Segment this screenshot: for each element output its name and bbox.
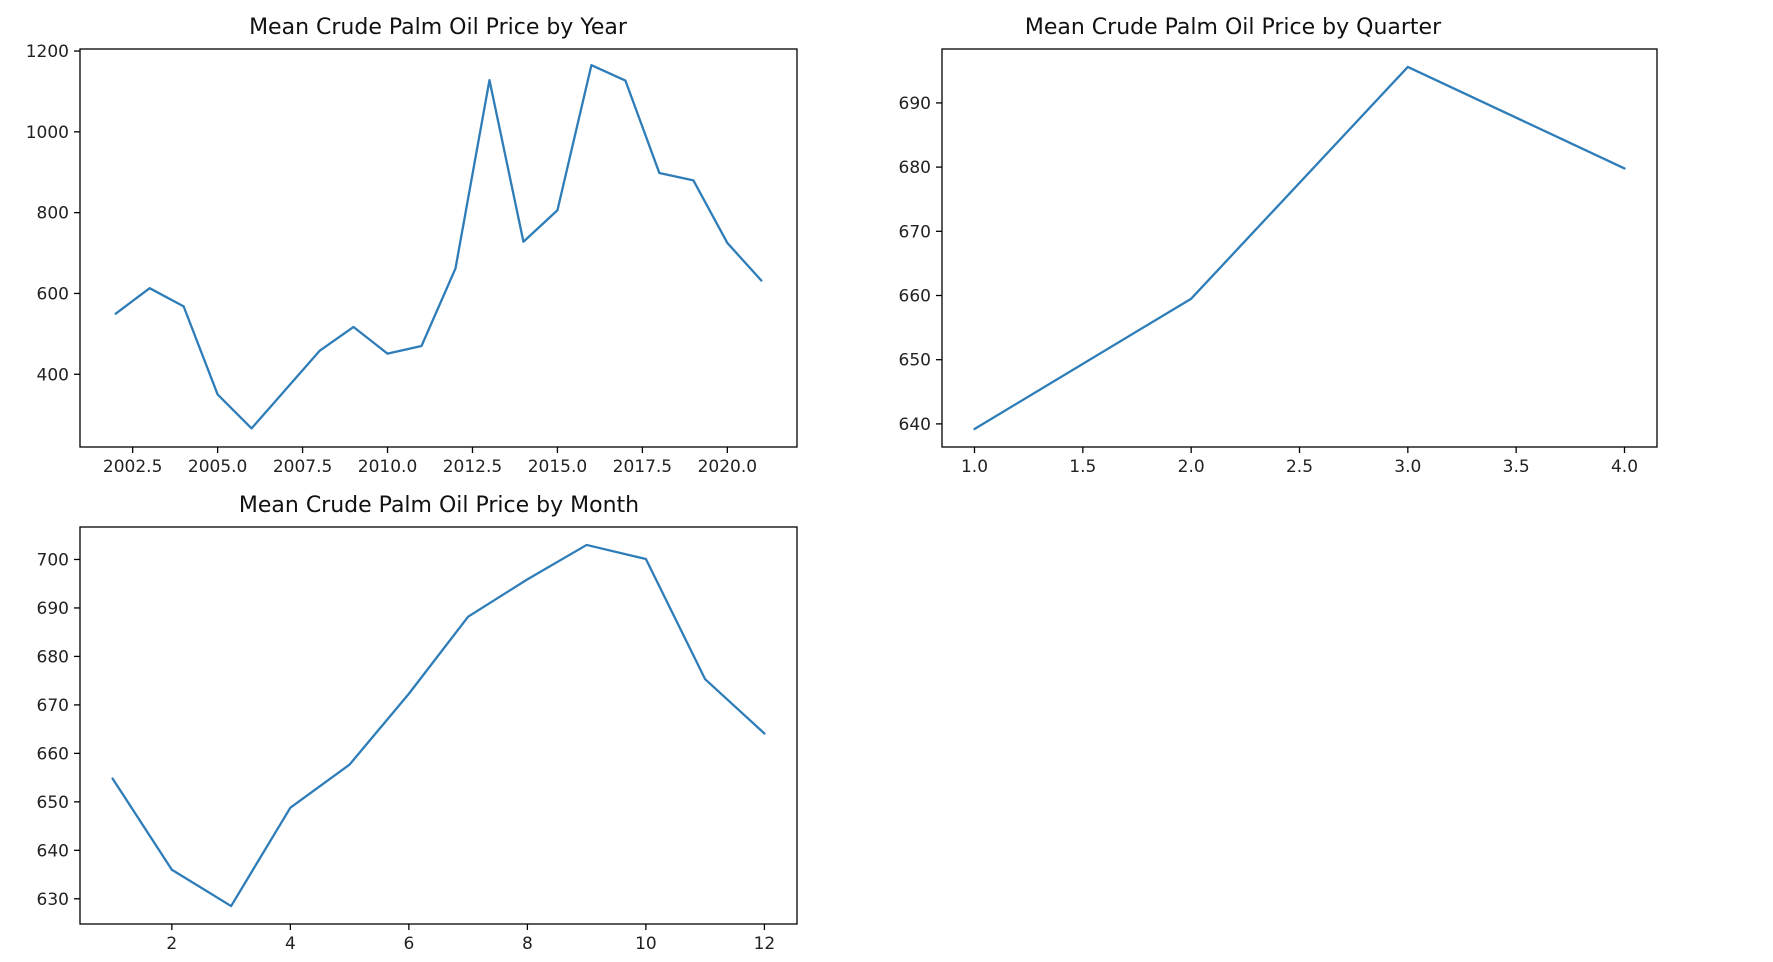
month-x-tick-label: 4	[285, 934, 296, 954]
quarter-y-tick-label: 680	[899, 158, 931, 178]
month-y-tick-label: 640	[37, 841, 69, 861]
year-x-tick-label: 2007.5	[273, 457, 332, 477]
month-y-tick-label: 680	[37, 647, 69, 667]
year-y-tick-label: 400	[37, 365, 69, 385]
year-chart-panel: Mean Crude Palm Oil Price by Year 2002.5…	[26, 15, 798, 477]
year-series-line	[114, 64, 763, 430]
year-chart-title: Mean Crude Palm Oil Price by Year	[249, 15, 628, 40]
year-x-tick-label: 2017.5	[613, 457, 672, 477]
quarter-x-tick-label: 3.5	[1503, 457, 1530, 477]
quarter-y-tick-label: 640	[899, 415, 931, 435]
month-x-tick-label: 10	[635, 934, 657, 954]
year-y-tick-label: 800	[37, 204, 69, 224]
year-x-tick-label: 2002.5	[103, 457, 162, 477]
year-x-tick-label: 2015.0	[528, 457, 587, 477]
quarter-x-tick-label: 2.0	[1178, 457, 1205, 477]
year-x-tick-label: 2010.0	[358, 457, 417, 477]
month-x-tick-label: 6	[403, 934, 414, 954]
year-x-tick-label: 2020.0	[698, 457, 757, 477]
year-y-tick-label: 1200	[26, 42, 69, 62]
month-y-tick-label: 660	[37, 744, 69, 764]
year-x-tick-label: 2012.5	[443, 457, 502, 477]
month-series-line	[111, 543, 766, 908]
quarter-x-tick-label: 1.5	[1069, 457, 1096, 477]
month-x-tick-label: 12	[754, 934, 776, 954]
month-chart-title: Mean Crude Palm Oil Price by Month	[239, 493, 639, 518]
month-chart-panel: Mean Crude Palm Oil Price by Month 2 4 6 8 1…	[37, 493, 798, 954]
year-y-tick-label: 1000	[26, 123, 69, 143]
month-y-tick-label: 630	[37, 890, 69, 910]
quarter-series-line	[973, 65, 1626, 431]
month-x-tick-label: 8	[522, 934, 533, 954]
quarter-y-tick-label: 660	[899, 287, 931, 307]
quarter-y-tick-label: 690	[899, 94, 931, 114]
quarter-y-tick-label: 650	[899, 351, 931, 371]
quarter-x-tick-label: 4.0	[1611, 457, 1638, 477]
year-x-tick-label: 2005.0	[188, 457, 247, 477]
quarter-x-tick-label: 2.5	[1286, 457, 1313, 477]
quarter-axes-frame	[941, 48, 1658, 448]
quarter-chart-panel: Mean Crude Palm Oil Price by Quarter 1.0…	[899, 15, 1658, 477]
year-y-tick-label: 600	[37, 284, 69, 304]
quarter-y-tick-label: 670	[899, 222, 931, 242]
month-y-tick-label: 690	[37, 599, 69, 619]
month-y-tick-label: 670	[37, 696, 69, 716]
month-axes-frame	[79, 526, 798, 925]
quarter-chart-title: Mean Crude Palm Oil Price by Quarter	[1025, 15, 1442, 40]
quarter-x-tick-label: 1.0	[961, 457, 988, 477]
month-y-tick-label: 650	[37, 793, 69, 813]
month-y-tick-label: 700	[37, 550, 69, 570]
quarter-x-tick-label: 3.0	[1394, 457, 1421, 477]
month-x-tick-label: 2	[166, 934, 177, 954]
year-axes-frame	[79, 48, 798, 448]
